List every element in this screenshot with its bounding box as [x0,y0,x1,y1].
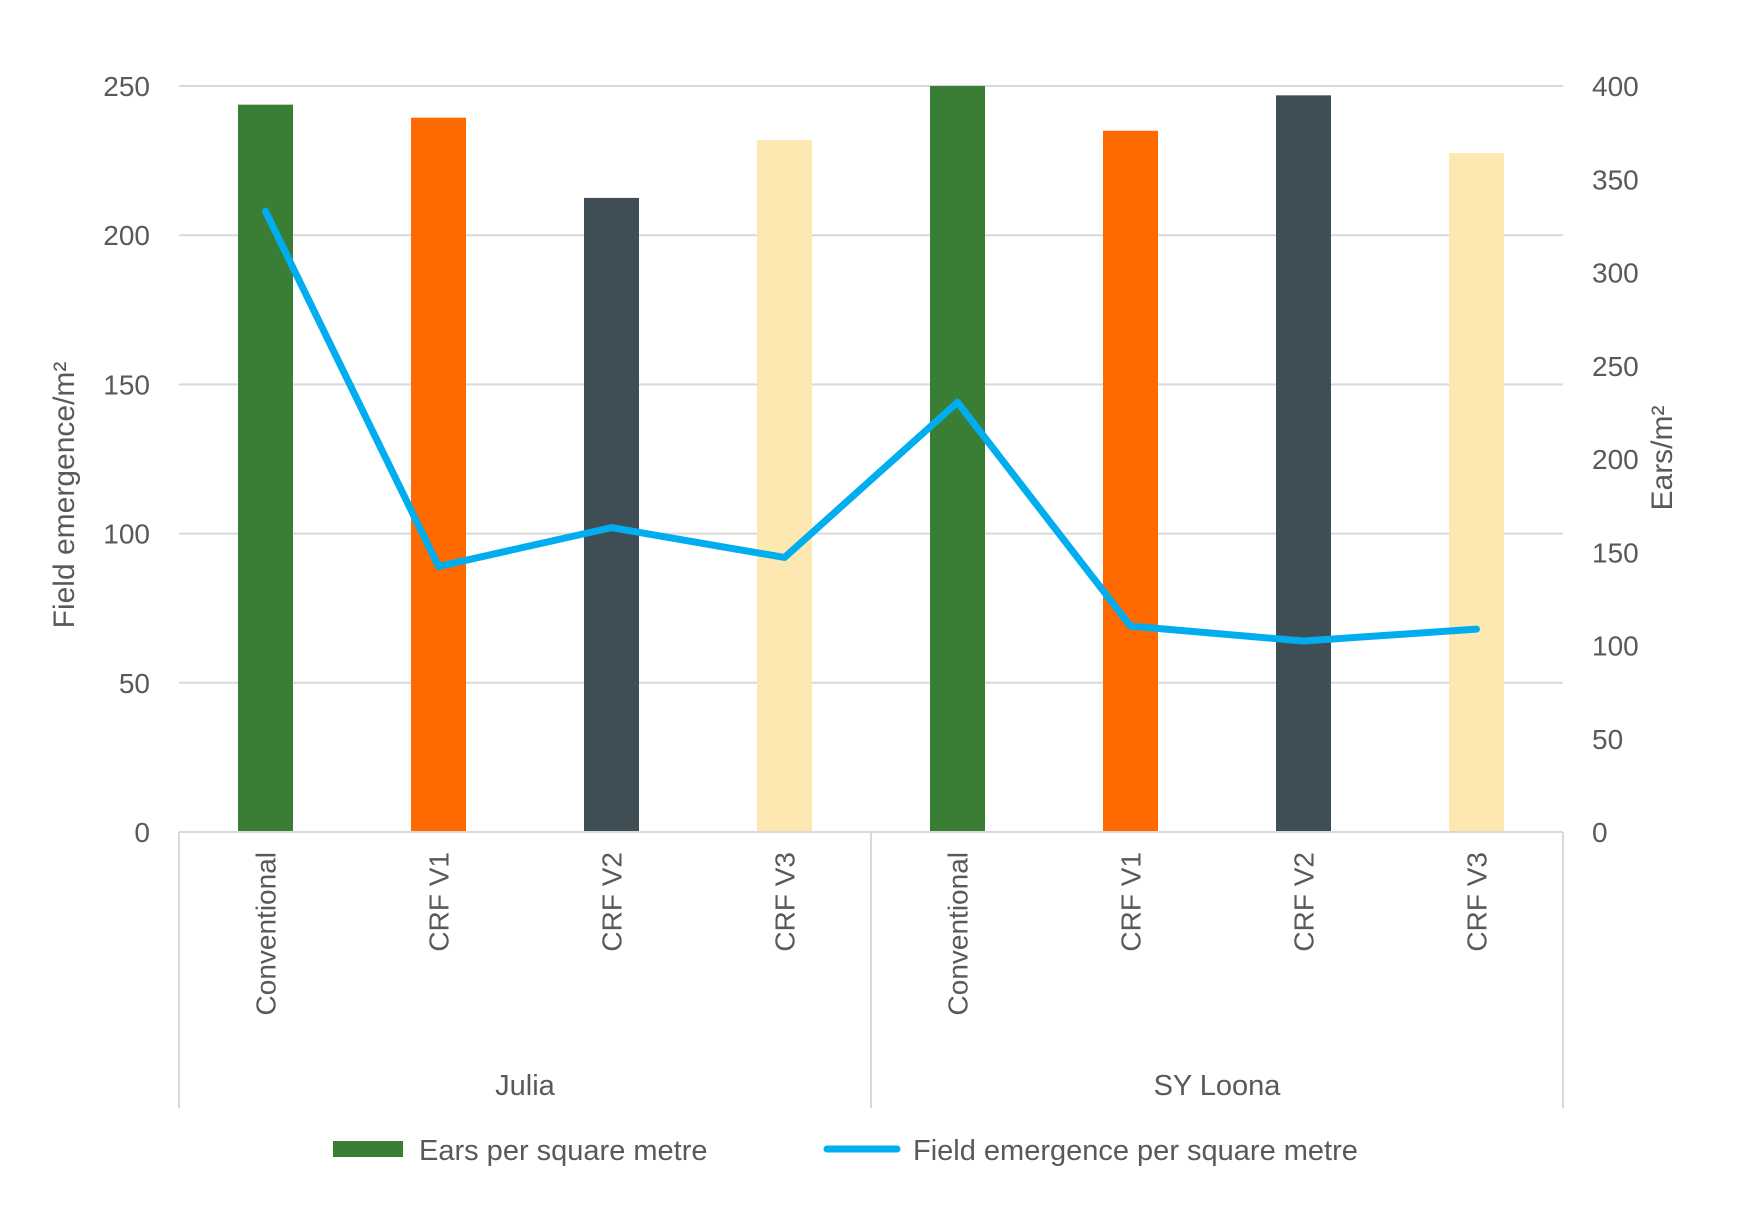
category-label: Conventional [943,852,974,1015]
y-tick-label: 0 [134,817,150,848]
legend-bar-swatch [333,1141,403,1157]
category-labels: Conventional CRF V1 CRF V2 CRF V3 Convention… [251,852,1493,1015]
y2-tick-label: 300 [1592,258,1639,289]
group-label: Julia [495,1070,556,1102]
y-axis-title: Field emergence/m² [48,362,81,629]
category-label: CRF V1 [1116,852,1147,952]
line-layer [262,207,1480,645]
left-axis-ticks: 0 50 100 150 200 250 [103,71,150,848]
y-tick-label: 200 [103,220,150,251]
y2-tick-label: 100 [1592,631,1639,662]
legend-line-label: Field emergence per square metre [913,1135,1358,1167]
category-label: Conventional [251,852,282,1015]
field-emergence-line [262,207,1480,645]
bar-crf-v1-1 [411,117,466,832]
y2-tick-label: 200 [1592,444,1639,475]
category-label: CRF V2 [1289,852,1320,952]
y2-tick-label: 0 [1592,817,1608,848]
legend: Ears per square metre Field emergence pe… [333,1135,1358,1167]
bar-crf-v2-1 [584,197,639,832]
bar-crf-v2-2 [1276,95,1331,832]
group-label: SY Loona [1154,1070,1282,1102]
y2-tick-label: 400 [1592,71,1639,102]
y2-axis-title: Ears/m² [1646,405,1679,510]
category-label: CRF V3 [770,852,801,952]
y2-tick-label: 50 [1592,724,1623,755]
y2-tick-label: 250 [1592,351,1639,382]
category-label: CRF V3 [1462,852,1493,952]
y-tick-label: 250 [103,71,150,102]
group-labels: Julia SY Loona [495,1070,1281,1102]
category-label: CRF V2 [597,852,628,952]
y2-tick-label: 150 [1592,537,1639,568]
right-axis-ticks: 0 50 100 150 200 250 300 350 400 [1592,71,1639,848]
category-label: CRF V1 [424,852,455,952]
bar-crf-v3-1 [757,140,812,832]
bar-crf-v1-2 [1103,130,1158,832]
y-tick-label: 50 [119,668,150,699]
bars [238,86,1504,832]
y-tick-label: 150 [103,369,150,400]
y2-tick-label: 350 [1592,164,1639,195]
bar-conventional-2 [930,86,985,832]
legend-bar-label: Ears per square metre [419,1135,708,1167]
bar-crf-v3-2 [1449,153,1504,832]
axes [178,831,1564,1108]
y-tick-label: 100 [103,519,150,550]
bar-conventional-1 [238,104,293,832]
